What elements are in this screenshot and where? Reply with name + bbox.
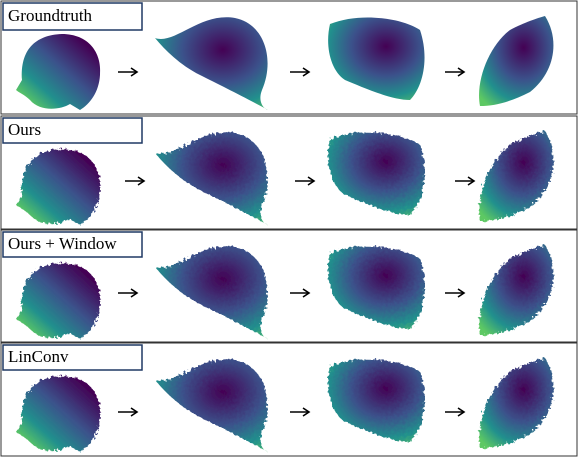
label-box	[2, 117, 143, 144]
label-box	[2, 344, 143, 371]
arrow	[444, 67, 465, 77]
label-box	[2, 231, 143, 258]
arrow	[289, 288, 310, 298]
arrow	[117, 288, 138, 298]
row-3: Ours + Window	[0, 229, 578, 343]
arrow	[117, 407, 138, 417]
shapes	[16, 245, 554, 339]
arrow	[444, 407, 465, 417]
shapes	[16, 358, 554, 452]
row-4: LinConv	[0, 342, 578, 457]
arrow	[454, 176, 475, 186]
panel	[0, 0, 578, 115]
row-1: Groundtruth	[0, 0, 578, 115]
arrow	[294, 176, 315, 186]
arrow	[289, 67, 310, 77]
panel	[0, 229, 578, 343]
arrow	[124, 176, 145, 186]
row-label: Ours	[8, 120, 41, 139]
arrow	[117, 67, 138, 77]
row-label: Groundtruth	[8, 6, 93, 25]
panel	[0, 115, 578, 230]
panel	[0, 342, 578, 457]
row-label: LinConv	[8, 347, 69, 366]
label-box	[2, 2, 143, 31]
arrow	[289, 407, 310, 417]
row-label: Ours + Window	[8, 234, 117, 253]
arrow	[444, 288, 465, 298]
row-2: Ours	[0, 115, 578, 230]
shapes	[16, 131, 554, 225]
